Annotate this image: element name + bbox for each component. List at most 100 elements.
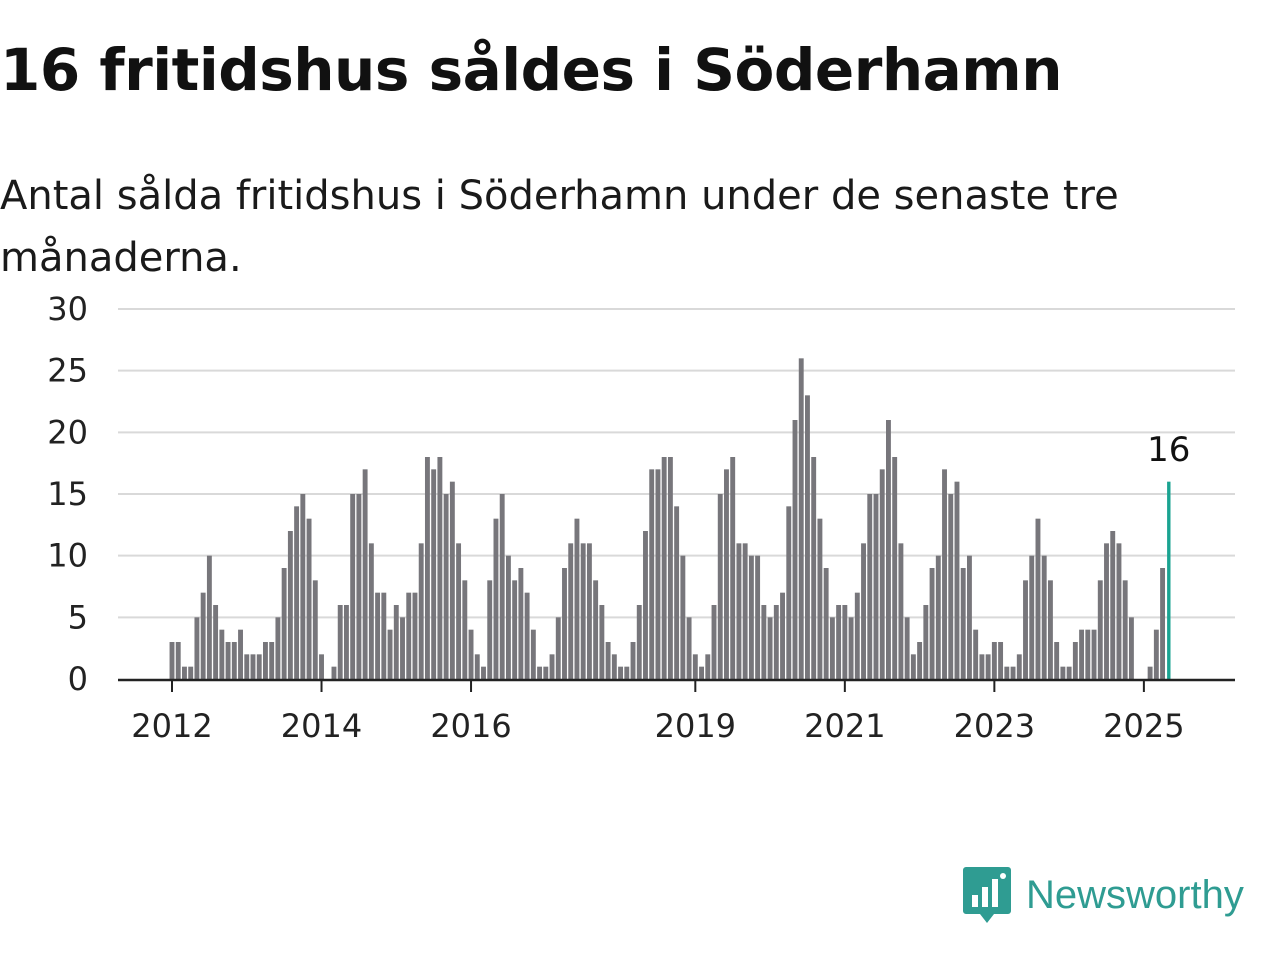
bar xyxy=(200,592,206,679)
x-tick-label: 2012 xyxy=(131,707,212,745)
bar xyxy=(437,457,443,679)
y-tick-label: 30 xyxy=(47,290,88,328)
bar xyxy=(263,642,268,679)
bar xyxy=(886,420,891,679)
bar xyxy=(973,629,979,679)
bar xyxy=(842,605,848,679)
highlight-data-label: 16 xyxy=(1147,430,1190,470)
x-tick-label: 2023 xyxy=(954,707,1035,745)
y-tick-label: 15 xyxy=(47,475,88,513)
bar xyxy=(219,629,225,679)
bar xyxy=(1066,666,1072,679)
bar xyxy=(343,605,349,679)
bar xyxy=(188,666,194,679)
bar xyxy=(493,518,499,679)
bar xyxy=(244,654,250,679)
bar xyxy=(667,457,673,679)
bar xyxy=(1128,617,1134,679)
bar xyxy=(250,654,256,679)
bar xyxy=(823,568,829,679)
bar xyxy=(829,617,835,679)
bar xyxy=(686,617,692,679)
bar xyxy=(711,605,717,679)
bar xyxy=(281,568,287,679)
bar xyxy=(730,457,736,679)
bar xyxy=(175,642,181,679)
bar xyxy=(1097,580,1103,679)
bar xyxy=(543,666,549,679)
bar xyxy=(1016,654,1022,679)
bar xyxy=(456,543,462,679)
bar xyxy=(375,592,381,679)
bar xyxy=(431,469,437,679)
y-tick-label: 25 xyxy=(47,352,88,390)
bar xyxy=(331,666,337,679)
bar xyxy=(817,518,823,679)
newsworthy-logo-icon xyxy=(963,867,1011,923)
bar xyxy=(979,654,985,679)
bar xyxy=(861,543,866,679)
bar xyxy=(923,605,929,679)
bar xyxy=(474,654,480,679)
bar xyxy=(238,629,243,679)
bar xyxy=(954,481,960,679)
bar xyxy=(892,457,898,679)
bar xyxy=(630,642,636,679)
bar xyxy=(636,605,642,679)
bar xyxy=(443,494,449,679)
bar xyxy=(337,605,343,679)
bar xyxy=(518,568,524,679)
x-tick-label: 2014 xyxy=(281,707,362,745)
bar xyxy=(481,666,486,679)
bar xyxy=(605,642,611,679)
bar xyxy=(998,642,1004,679)
bar xyxy=(661,457,667,679)
bar xyxy=(848,617,854,679)
bar xyxy=(873,494,879,679)
bar xyxy=(275,617,281,679)
newsworthy-wordmark: Newsworthy xyxy=(1026,872,1244,917)
bar xyxy=(755,555,761,679)
bar xyxy=(742,543,748,679)
bar xyxy=(381,592,387,679)
bar xyxy=(1122,580,1128,679)
bar xyxy=(780,592,785,679)
bar xyxy=(692,654,698,679)
bar xyxy=(505,555,511,679)
chart-subtitle: Antal sålda fritidshus i Söderhamn under… xyxy=(0,173,1119,281)
bar xyxy=(1060,666,1066,679)
bar xyxy=(462,580,468,679)
bar xyxy=(1116,543,1122,679)
bar xyxy=(1147,666,1153,679)
bar xyxy=(1160,568,1166,679)
bar xyxy=(194,617,200,679)
bar xyxy=(879,469,885,679)
bar xyxy=(319,654,324,679)
bar xyxy=(1153,629,1159,679)
bar xyxy=(418,543,424,679)
bar xyxy=(736,543,742,679)
bar xyxy=(393,605,399,679)
bar xyxy=(468,629,474,679)
bar xyxy=(767,617,773,679)
bar xyxy=(300,494,306,679)
bar xyxy=(1110,531,1116,679)
bar xyxy=(586,543,592,679)
bar xyxy=(773,605,779,679)
bar xyxy=(487,580,493,679)
bar xyxy=(400,617,405,679)
y-tick-label: 20 xyxy=(47,413,88,451)
bar xyxy=(580,543,586,679)
bar xyxy=(985,654,991,679)
bar xyxy=(1085,629,1091,679)
bar xyxy=(917,642,923,679)
x-tick-label: 2025 xyxy=(1103,707,1184,745)
bar xyxy=(593,580,599,679)
x-tick-label: 2021 xyxy=(804,707,885,745)
bar xyxy=(805,395,810,679)
bar xyxy=(991,642,997,679)
bar xyxy=(1047,580,1053,679)
bar xyxy=(256,654,262,679)
y-tick-label: 10 xyxy=(47,537,88,575)
bar xyxy=(618,666,624,679)
